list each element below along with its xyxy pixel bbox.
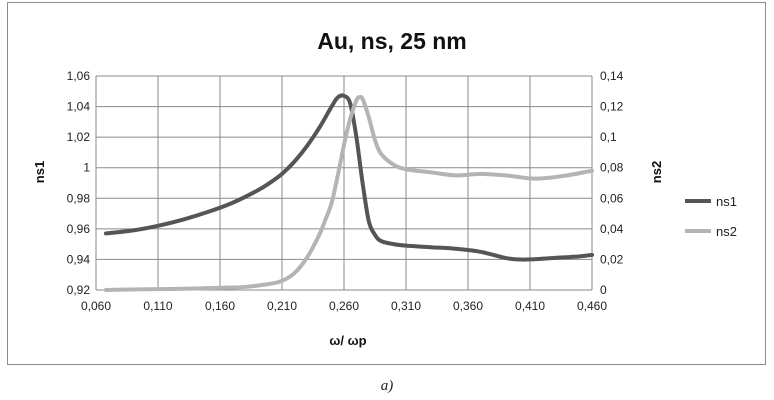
- x-tick-label: 0,360: [453, 299, 483, 313]
- y2-tick-label: 0,04: [600, 222, 624, 236]
- y-tick-label: 1,04: [67, 100, 91, 114]
- chart-svg: 0,92 0,94 0,96 0,98 1 1,02 1,04 1,06 0 0,02 0,04 0,…: [32, 28, 737, 348]
- chart-title: Au, ns, 25 nm: [317, 28, 467, 54]
- y-tick-label: 1,06: [67, 69, 91, 83]
- legend-label-ns1: ns1: [716, 194, 737, 209]
- y2-tick-label: 0,02: [600, 252, 624, 266]
- y-tick-label: 0,94: [67, 252, 91, 266]
- chart-frame: 0,92 0,94 0,96 0,98 1 1,02 1,04 1,06 0 0,02 0,04 0,…: [7, 2, 766, 365]
- y2-tick-label: 0,12: [600, 100, 624, 114]
- y-tick-label: 0,92: [67, 283, 91, 297]
- y-axis-label: ns1: [32, 161, 47, 183]
- legend-label-ns2: ns2: [716, 224, 737, 239]
- y2-axis-label: ns2: [649, 161, 664, 183]
- y-tick-label: 0,98: [67, 191, 91, 205]
- y2-tick-label: 0: [600, 283, 607, 297]
- y2-tick-label: 0,1: [600, 130, 617, 144]
- series-line-ns2: [103, 94, 594, 292]
- series-layer: [103, 93, 594, 292]
- y2-tick-label: 0,06: [600, 191, 624, 205]
- x-tick-label: 0,110: [143, 299, 172, 313]
- x-tick-label: 0,260: [329, 299, 359, 313]
- figure-caption: a): [380, 378, 394, 394]
- legend: ns1 ns2: [685, 194, 737, 239]
- y-tick-label: 1,02: [67, 130, 91, 144]
- x-tick-label: 0,160: [205, 299, 235, 313]
- x-tick-label: 0,410: [515, 299, 545, 313]
- series-line-ns1: [103, 93, 594, 262]
- y2-tick-label: 0,14: [600, 69, 624, 83]
- tick-layer: 0,92 0,94 0,96 0,98 1 1,02 1,04 1,06 0 0,02 0,04 0,…: [67, 69, 624, 313]
- x-tick-label: 0,060: [81, 299, 111, 313]
- y-tick-label: 1: [83, 161, 90, 175]
- x-tick-label: 0,460: [577, 299, 607, 313]
- x-tick-label: 0,310: [391, 299, 421, 313]
- y2-tick-label: 0,08: [600, 161, 624, 175]
- x-tick-label: 0,210: [267, 299, 297, 313]
- x-axis-label: ω/ ωp: [329, 333, 366, 348]
- y-tick-label: 0,96: [67, 222, 91, 236]
